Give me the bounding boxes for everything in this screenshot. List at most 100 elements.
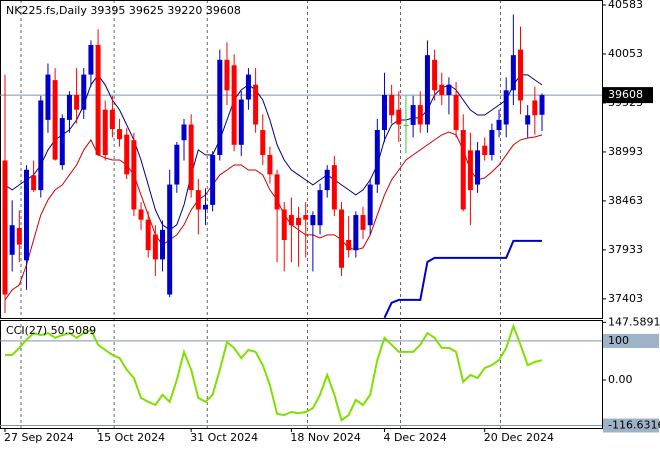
candle-body bbox=[81, 74, 87, 110]
candle-body bbox=[296, 217, 302, 226]
candle-body bbox=[260, 130, 266, 155]
candle-body bbox=[188, 124, 194, 191]
candle-body bbox=[532, 100, 538, 116]
candle-body bbox=[467, 150, 473, 191]
level-label-box bbox=[603, 418, 659, 433]
price-label-box bbox=[603, 87, 653, 104]
candle-body bbox=[503, 90, 509, 125]
candle-body bbox=[174, 144, 180, 185]
x-tick-label: 31 Oct 2024 bbox=[190, 431, 258, 444]
cci-panel-border bbox=[0, 320, 603, 429]
candle-body bbox=[238, 99, 244, 145]
candle-body bbox=[167, 184, 173, 295]
candle-body bbox=[489, 130, 495, 155]
candle-body bbox=[145, 219, 151, 251]
candle-body bbox=[339, 209, 345, 268]
candle-body bbox=[518, 49, 524, 101]
level-label-box bbox=[603, 333, 659, 348]
candle-body bbox=[510, 55, 516, 91]
candle-body bbox=[267, 154, 273, 175]
candle-body bbox=[424, 55, 430, 125]
candle-body bbox=[288, 215, 294, 226]
candle-body bbox=[317, 190, 323, 226]
y-tick-label: 0.00 bbox=[608, 373, 633, 386]
candle-body bbox=[396, 109, 402, 125]
candle-body bbox=[138, 209, 144, 220]
candle-body bbox=[31, 175, 37, 191]
candle-body bbox=[410, 105, 416, 125]
candle-body bbox=[66, 94, 72, 120]
y-tick-label: -116.6316 bbox=[608, 419, 660, 432]
candle-body bbox=[331, 165, 337, 210]
y-tick-label: 40053 bbox=[608, 47, 643, 60]
candle-body bbox=[109, 109, 115, 130]
candle-body bbox=[245, 74, 251, 100]
candle-body bbox=[152, 234, 158, 260]
candle-body bbox=[224, 59, 230, 91]
candle-body bbox=[310, 215, 316, 226]
candle-body bbox=[2, 160, 8, 295]
candle-body bbox=[181, 124, 187, 141]
candle-body bbox=[52, 80, 58, 160]
candle-body bbox=[281, 209, 287, 241]
candle-body bbox=[446, 84, 452, 95]
candle-body bbox=[482, 145, 488, 155]
candle-body bbox=[303, 215, 309, 220]
y-tick-label: 37403 bbox=[608, 292, 643, 305]
x-tick-label: 4 Dec 2024 bbox=[383, 431, 446, 444]
candle-body bbox=[367, 184, 373, 226]
candle-body bbox=[346, 240, 352, 251]
candle-body bbox=[231, 65, 237, 145]
price-label: 39608 bbox=[608, 88, 643, 101]
candle-body bbox=[124, 134, 130, 175]
candle-body bbox=[353, 215, 359, 251]
candle-body bbox=[9, 225, 15, 255]
x-tick-label: 15 Oct 2024 bbox=[97, 431, 165, 444]
candle-body bbox=[360, 215, 366, 230]
cci-line bbox=[5, 323, 543, 422]
candle-body bbox=[74, 94, 80, 110]
indicator-line bbox=[4, 74, 543, 231]
candle-body bbox=[195, 190, 201, 210]
y-tick-label: 38993 bbox=[608, 145, 643, 158]
candle-body bbox=[374, 130, 380, 185]
candle-body bbox=[417, 105, 423, 125]
candle-body bbox=[253, 84, 259, 125]
candle-body bbox=[381, 94, 387, 131]
candle-body bbox=[95, 45, 101, 155]
x-tick-label: 27 Sep 2024 bbox=[4, 431, 74, 444]
y-tick-label: 100 bbox=[608, 334, 629, 347]
candle-body bbox=[131, 140, 137, 210]
candle-body bbox=[59, 118, 65, 166]
candle-body bbox=[475, 150, 481, 185]
indicator-line bbox=[383, 239, 542, 319]
chart-title: NK225.fs,Daily 39395 39625 39220 39608 bbox=[6, 4, 241, 17]
candle-body bbox=[460, 130, 466, 210]
y-tick-label: 147.5891 bbox=[608, 315, 660, 328]
x-tick-label: 18 Nov 2024 bbox=[290, 431, 360, 444]
candle-body bbox=[117, 129, 123, 140]
candle-body bbox=[23, 169, 29, 261]
candle-body bbox=[160, 229, 166, 260]
candle-body bbox=[389, 94, 395, 116]
candle-body bbox=[217, 59, 223, 155]
candle-body bbox=[274, 174, 280, 210]
candle-body bbox=[210, 154, 216, 205]
candle-body bbox=[525, 115, 531, 125]
candle-body bbox=[45, 74, 51, 120]
main-panel-border bbox=[0, 0, 603, 319]
candle-body bbox=[439, 84, 445, 95]
candle-body bbox=[496, 119, 502, 131]
candle-body bbox=[88, 45, 94, 75]
x-tick-label: 20 Dec 2024 bbox=[484, 431, 554, 444]
candle-body bbox=[403, 124, 409, 126]
candle-body bbox=[539, 95, 545, 115]
candle-body bbox=[16, 227, 22, 245]
indicator-line bbox=[4, 131, 543, 301]
candle-body bbox=[102, 109, 108, 155]
y-tick-label: 37933 bbox=[608, 243, 643, 256]
candle-body bbox=[324, 169, 330, 191]
candle-body bbox=[432, 59, 438, 91]
